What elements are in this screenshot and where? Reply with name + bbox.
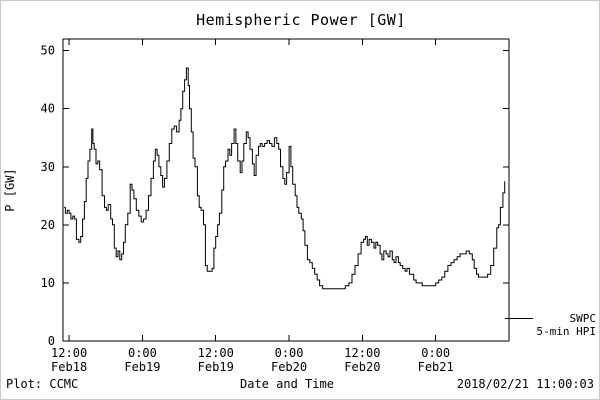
x-tick-time-label: 12:00 [198, 346, 234, 360]
plot-timestamp: 2018/02/21 11:00:03 [456, 377, 594, 391]
legend-series-name: SWPC [569, 312, 597, 325]
x-axis-label: Date and Time [240, 377, 334, 391]
y-tick-label: 10 [41, 276, 55, 290]
x-tick-time-label: 0:00 [275, 346, 304, 360]
legend-labels: SWPC 5-min HPI [536, 312, 596, 338]
x-tick-date-label: Feb19 [124, 360, 160, 374]
x-tick-time-label: 0:00 [421, 346, 450, 360]
x-tick-date-label: Feb19 [198, 360, 234, 374]
legend: SWPC 5-min HPI [505, 312, 596, 338]
y-tick-label: 20 [41, 218, 55, 232]
x-tick-date-label: Feb21 [418, 360, 454, 374]
x-tick-date-label: Feb20 [344, 360, 380, 374]
y-tick-label: 30 [41, 160, 55, 174]
x-tick-date-label: Feb18 [51, 360, 87, 374]
x-tick-time-label: 12:00 [51, 346, 87, 360]
plot-source-label: Plot: CCMC [6, 377, 79, 391]
y-tick-label: 50 [41, 44, 55, 58]
chart-title: Hemispheric Power [GW] [196, 11, 406, 29]
x-tick-time-label: 0:00 [128, 346, 157, 360]
y-tick-label: 0 [48, 334, 55, 348]
y-tick-label: 40 [41, 102, 55, 116]
hpi-data-line [64, 67, 506, 290]
legend-line-sample [505, 318, 534, 319]
plot-box [62, 38, 510, 342]
x-tick-date-label: Feb20 [271, 360, 307, 374]
x-tick-time-label: 12:00 [344, 346, 380, 360]
legend-series-detail: 5-min HPI [536, 325, 596, 338]
